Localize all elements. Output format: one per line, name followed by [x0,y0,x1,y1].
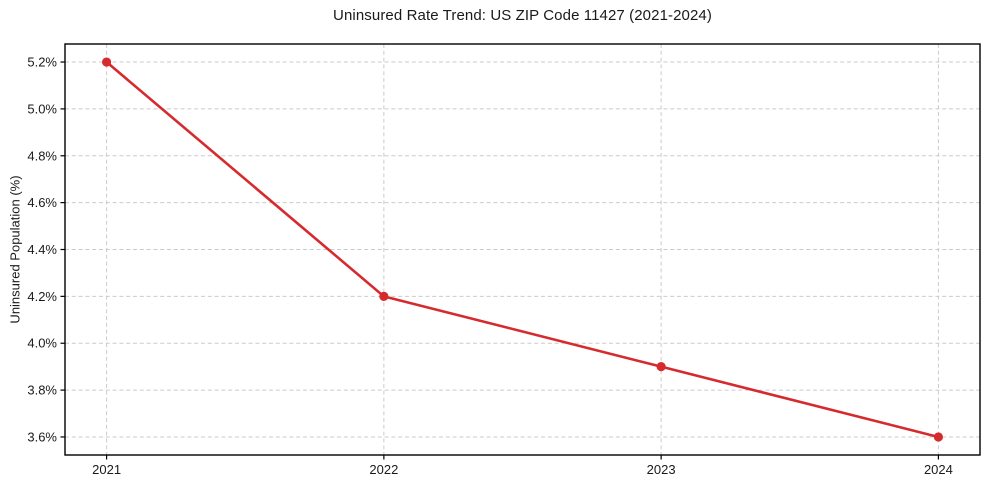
y-tick-label: 4.6% [27,195,57,210]
y-tick-label: 3.6% [27,429,57,444]
data-point-marker [101,57,112,67]
y-tick-label: 4.0% [27,336,57,351]
y-tick-label: 3.8% [27,383,57,398]
y-tick-label: 4.4% [27,242,57,257]
x-tick-label: 2022 [369,462,398,477]
data-point-marker [933,432,944,442]
trend-line [105,60,940,439]
plot-border [64,43,981,456]
y-tick-label: 4.2% [27,289,57,304]
data-point-marker [656,362,666,372]
y-tick-label: 4.8% [27,148,57,163]
chart-title: Uninsured Rate Trend: US ZIP Code 11427 … [333,7,712,24]
y-tick-label: 5.0% [27,101,57,116]
y-tick-label: 5.2% [27,55,57,70]
x-tick-label: 2024 [924,462,953,477]
data-point-marker [379,291,389,301]
x-tick-label: 2021 [92,462,121,477]
x-tick-label: 2023 [647,462,676,477]
